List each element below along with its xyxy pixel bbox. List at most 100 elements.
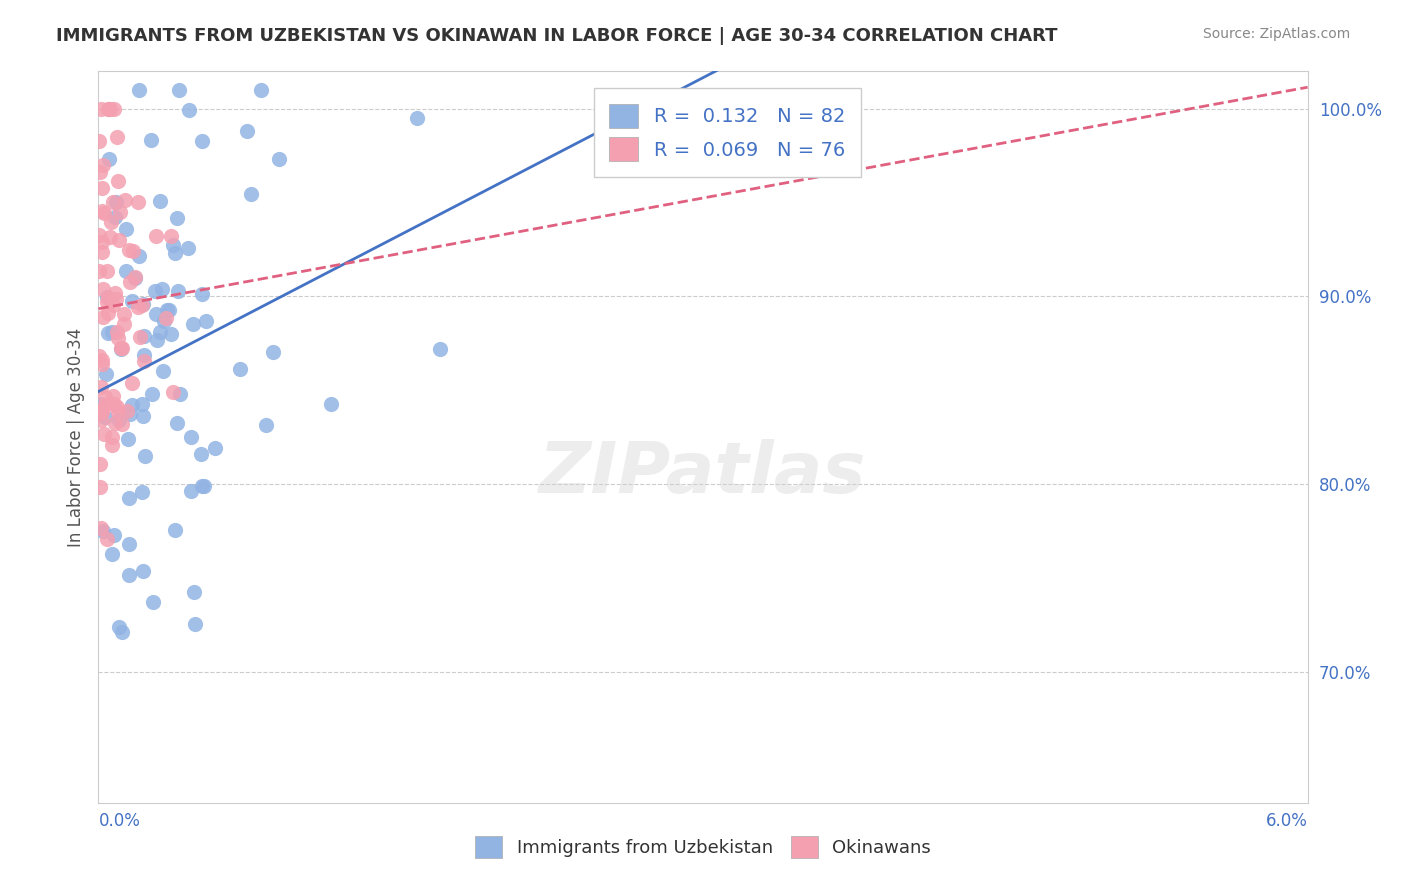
Point xyxy=(128,329,150,343)
Point xyxy=(90,380,112,394)
Point xyxy=(103,102,125,116)
Point xyxy=(108,413,131,427)
Point xyxy=(91,282,114,296)
Point xyxy=(163,246,186,260)
Point xyxy=(228,361,250,376)
Point xyxy=(122,244,145,258)
Point xyxy=(240,187,263,202)
Point xyxy=(132,297,155,311)
Point xyxy=(159,303,181,318)
Point xyxy=(141,387,163,401)
Point xyxy=(267,152,290,166)
Point xyxy=(177,103,200,118)
Point xyxy=(93,524,115,538)
Point xyxy=(132,564,155,578)
Point xyxy=(89,458,111,472)
Y-axis label: In Labor Force | Age 30-34: In Labor Force | Age 30-34 xyxy=(66,327,84,547)
Point xyxy=(101,325,124,339)
Point xyxy=(97,102,120,116)
Point xyxy=(124,270,146,285)
Point xyxy=(112,307,135,321)
Point xyxy=(145,307,167,321)
Point xyxy=(104,292,127,306)
Point xyxy=(183,617,205,632)
Point xyxy=(319,397,342,411)
Point xyxy=(97,326,120,341)
Point xyxy=(90,180,112,194)
Point xyxy=(90,353,112,368)
Point xyxy=(117,568,139,582)
Text: IMMIGRANTS FROM UZBEKISTAN VS OKINAWAN IN LABOR FORCE | AGE 30-34 CORRELATION CH: IMMIGRANTS FROM UZBEKISTAN VS OKINAWAN I… xyxy=(56,27,1057,45)
Point xyxy=(262,344,284,359)
Point xyxy=(96,291,118,305)
Point xyxy=(127,300,149,314)
Point xyxy=(118,407,141,421)
Point xyxy=(93,427,115,442)
Point xyxy=(105,325,128,339)
Point xyxy=(91,310,114,324)
Point xyxy=(94,398,117,412)
Point xyxy=(191,134,214,148)
Point xyxy=(132,329,155,343)
Point xyxy=(104,285,127,300)
Point xyxy=(111,417,134,432)
Point xyxy=(249,83,271,97)
Point xyxy=(131,298,153,312)
Point xyxy=(89,264,111,278)
Point xyxy=(134,449,156,463)
Point xyxy=(141,133,163,147)
Text: 6.0%: 6.0% xyxy=(1265,813,1308,830)
Point xyxy=(90,102,112,116)
Point xyxy=(146,334,169,348)
Point xyxy=(100,215,122,229)
Point xyxy=(110,341,132,355)
Point xyxy=(97,291,120,305)
Point xyxy=(96,264,118,278)
Point xyxy=(166,416,188,430)
Point xyxy=(100,438,122,452)
Point xyxy=(90,244,112,259)
Point xyxy=(114,221,136,235)
Point xyxy=(118,491,141,505)
Point xyxy=(110,343,132,357)
Point xyxy=(117,432,139,446)
Point xyxy=(90,413,112,427)
Point xyxy=(107,404,129,418)
Point xyxy=(150,282,173,296)
Point xyxy=(103,397,125,411)
Point xyxy=(91,204,114,219)
Point xyxy=(131,397,153,411)
Point xyxy=(107,330,129,344)
Point xyxy=(190,287,212,301)
Point xyxy=(132,409,155,424)
Point xyxy=(180,430,202,444)
Point xyxy=(90,235,112,250)
Point xyxy=(90,521,112,535)
Point xyxy=(100,430,122,444)
Point xyxy=(101,548,124,562)
Point xyxy=(149,194,172,208)
Point xyxy=(176,241,198,255)
Point xyxy=(115,264,138,278)
Point xyxy=(162,385,184,400)
Point xyxy=(89,349,111,363)
Point xyxy=(105,130,128,145)
Point xyxy=(103,528,125,542)
Point xyxy=(143,284,166,298)
Point xyxy=(104,416,127,430)
Point xyxy=(254,417,277,432)
Legend: R =  0.132   N = 82, R =  0.069   N = 76: R = 0.132 N = 82, R = 0.069 N = 76 xyxy=(593,88,860,177)
Point xyxy=(191,479,214,493)
Point xyxy=(112,317,135,331)
Point xyxy=(91,357,114,371)
Point xyxy=(128,83,150,97)
Point xyxy=(101,298,124,312)
Point xyxy=(104,194,127,209)
Point xyxy=(114,193,136,207)
Point xyxy=(108,233,131,247)
Point xyxy=(193,479,215,493)
Point xyxy=(105,400,128,414)
Point xyxy=(96,294,118,309)
Point xyxy=(183,585,205,599)
Point xyxy=(155,310,177,325)
